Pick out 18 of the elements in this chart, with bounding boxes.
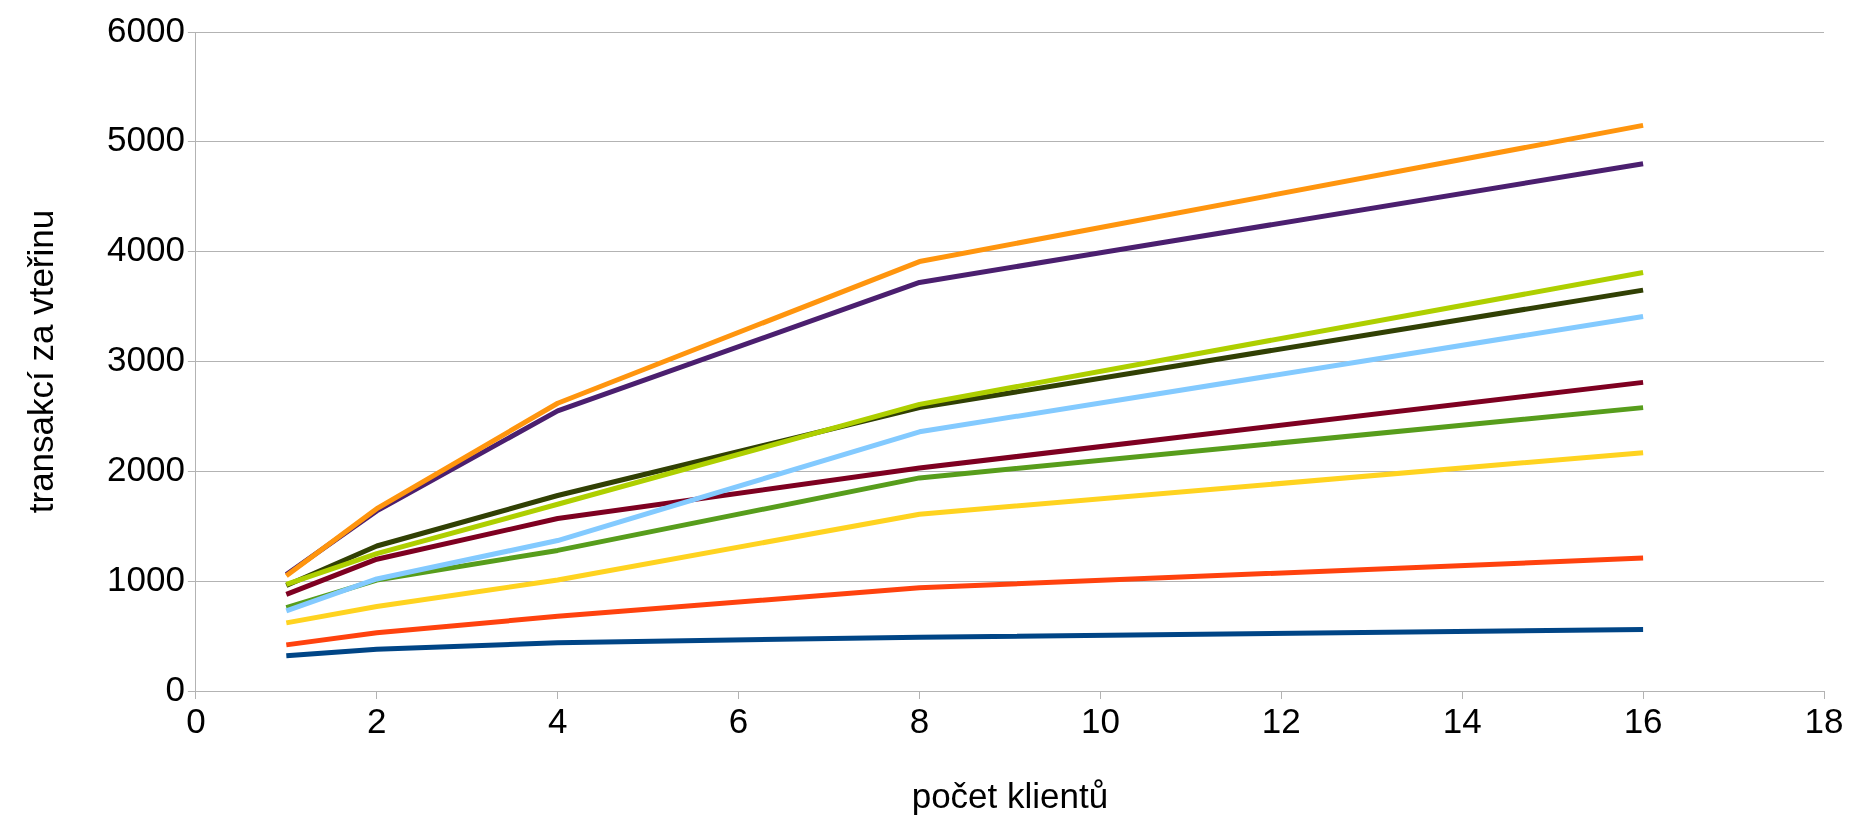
y-tick-label: 4000 [106,229,185,269]
x-tick-label: 12 [1261,700,1301,740]
y-tick-label: 5000 [106,119,185,159]
y-axis-title: transakcí za vteřinu [20,209,60,514]
x-tick-label: 10 [1080,700,1120,740]
x-tick-label: 14 [1442,700,1482,740]
x-tick-label: 4 [547,700,568,740]
y-tick-label: 1000 [106,558,185,598]
x-tick-label: 8 [909,700,930,740]
y-tick-label: 3000 [106,339,185,379]
x-tick-label: 6 [728,700,749,740]
y-tick-label: 0 [165,668,185,708]
x-axis-title: počet klientů [911,775,1109,815]
x-tick-label: 16 [1623,700,1663,740]
x-tick-label: 18 [1804,700,1844,740]
y-tick-label: 6000 [106,9,185,49]
y-tick-label: 2000 [106,448,185,488]
x-tick-label: 2 [367,700,387,740]
